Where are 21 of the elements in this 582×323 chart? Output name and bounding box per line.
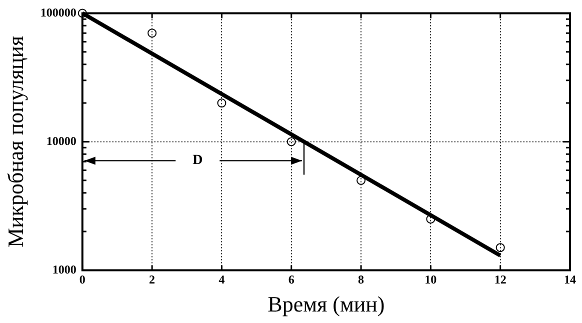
x-tick-label: 2 (149, 272, 156, 286)
y-tick-label: 10000 (46, 134, 76, 148)
point (148, 28, 157, 38)
x-tick-label: 0 (79, 272, 86, 286)
x-axis-title: Время (мин) (268, 292, 385, 317)
x-tick-label: 12 (494, 272, 506, 286)
point (78, 8, 87, 18)
x-tick-label: 8 (358, 272, 364, 286)
x-tick-label: 6 (288, 272, 294, 286)
x-tick-label: 10 (424, 272, 437, 286)
point (426, 214, 436, 224)
point (356, 176, 366, 185)
annotation: D (192, 152, 203, 168)
y-axis-title: Микробная популяция (2, 36, 28, 248)
x-tick-label: 14 (564, 272, 576, 286)
point (286, 137, 296, 146)
y-tick-label: 1000 (52, 262, 76, 276)
y-tick-label: 100000 (40, 5, 76, 20)
x-tick-label: 4 (218, 272, 225, 286)
point (217, 98, 226, 108)
point (496, 243, 505, 252)
